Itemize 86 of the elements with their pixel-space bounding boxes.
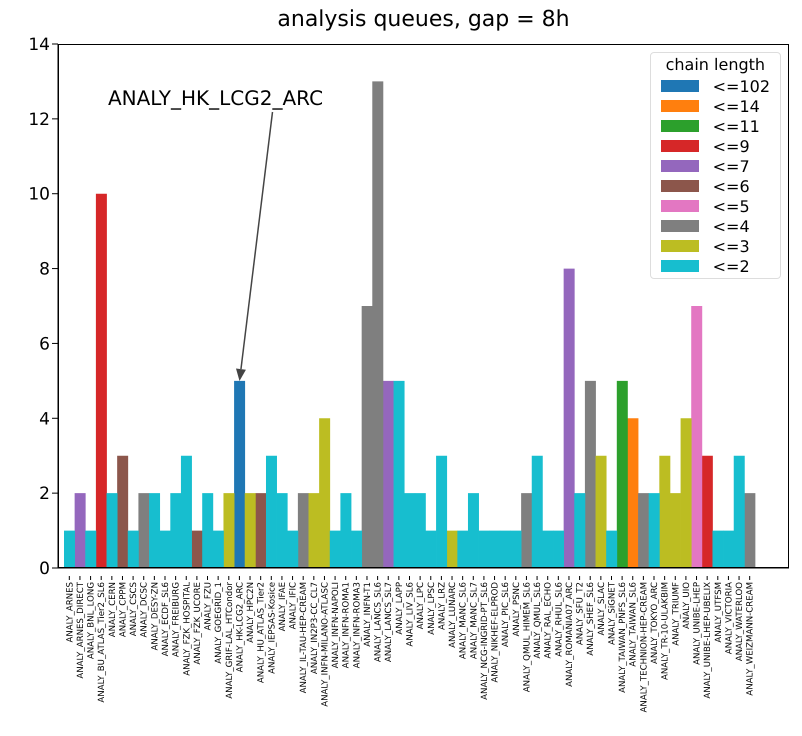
x-tick-label: ANALY_LANCS_SL7 xyxy=(384,582,394,662)
x-tick-label: ANALY_UNIBE-LHEP-UBELIX xyxy=(703,582,714,699)
x-tick-label: ANALY_GOEGRID_1 xyxy=(214,582,224,664)
x-tick-label: ANALY_HK-LCG2_ARC xyxy=(235,582,246,672)
x-tick-label: ANALY_UNIBE-LHEP xyxy=(692,582,703,665)
x-tick-label: ANALY_DCSC xyxy=(140,582,150,638)
x-tick-label: ANALY_BU_ATLAS_Tier2_SL6 xyxy=(97,582,108,703)
x-tick-label: ANALY_FZK_UCORE xyxy=(192,582,203,665)
x-tick-label: ANALY_SiGNET xyxy=(607,581,618,645)
x-tick-label: ANALY_WATERLOO xyxy=(735,582,746,662)
x-tick-label: ANALY_TOKYO_ARC xyxy=(650,582,660,664)
x-tick-label: ANALY_TRIUMF xyxy=(671,582,682,646)
x-tick-label: ANALY_SLAC xyxy=(596,582,607,636)
x-tick-label: ANALY_ECDF_SL6 xyxy=(160,582,171,656)
x-tick-label: ANALY_NCG-INGRID-PT_SL6 xyxy=(480,582,490,700)
x-tick-label: ANALY_WEIZMANN-CREAM xyxy=(746,582,756,696)
x-tick-label: ANALY_IEPSAS-Kosice xyxy=(267,582,278,674)
x-tick-label: ANALY_TAIWAN_SL6 xyxy=(628,582,639,667)
x-tick-label: ANALY_MANC_SL7 xyxy=(469,582,480,660)
x-tick-label: ANALY_UTFSM xyxy=(714,582,724,643)
x-tick-label: ANALY_CSCS xyxy=(129,582,140,636)
x-tick-label: ANALY_UIO xyxy=(682,582,692,629)
x-tick-label: ANALY_IFIC xyxy=(288,582,299,630)
y-tick-label: 2 xyxy=(39,484,50,504)
x-tick-label: ANALY_CPPM xyxy=(118,582,128,638)
x-tick-label: ANALY_LAPP xyxy=(394,582,405,635)
legend-label: <=11 xyxy=(712,116,760,136)
y-tick-label: 6 xyxy=(39,334,50,354)
legend-label: <=2 xyxy=(712,256,750,276)
legend-label: <=3 xyxy=(712,236,750,256)
x-tick-label: ANALY_TR-10-ULAKBIM xyxy=(660,582,671,680)
x-tick-label: ANALY_ROMANIA07_ARC xyxy=(564,582,575,687)
legend-label: <=102 xyxy=(712,76,770,96)
x-tick-label: ANALY_VICTORIA xyxy=(724,582,734,654)
x-tick-label: ANALY_SHEF_SL6 xyxy=(586,582,596,656)
x-tick-label: ANALY_LIV_SL6 xyxy=(406,582,416,647)
x-tick-label: ANALY_MANC_SL6 xyxy=(458,582,469,660)
x-tick-label: ANALY_TECHNION-HEP-CREAM xyxy=(639,582,650,712)
x-tick-label: ANALY_CERN xyxy=(108,582,118,638)
legend-label: <=14 xyxy=(712,96,760,116)
legend-label: <=4 xyxy=(712,216,750,236)
x-tick-label: ANALY_BNL_LONG xyxy=(86,582,97,660)
y-tick-label: 4 xyxy=(39,409,50,430)
x-tick-label: ANALY_FZU xyxy=(204,582,214,630)
legend-label: <=9 xyxy=(712,136,750,156)
x-tick-label: ANALY_ARNES_DIRECT xyxy=(76,581,86,679)
x-tick-label: ANALY_IL-TAU-HEP-CREAM xyxy=(299,582,310,694)
x-tick-label: ANALY_INFN-ROMA3 xyxy=(352,582,362,668)
x-tick-label: ANALY_LPC xyxy=(416,582,426,630)
x-tick-label: ANALY_IN2P3-CC_CL7 xyxy=(310,582,320,674)
y-tick-label: 10 xyxy=(28,184,50,205)
annotation: ANALY_HK_LCG2_ARC xyxy=(108,86,324,110)
x-tick-label: ANALY_NIKHEF-ELPROD xyxy=(490,582,501,683)
x-tick-label: ANALY_TAIWAN_PNFS_SL6 xyxy=(618,582,628,693)
x-tick-label: ANALY_RHUL_SL6 xyxy=(554,582,564,657)
y-tick-label: 12 xyxy=(28,110,50,130)
x-tick-label: ANALY_IFAE xyxy=(278,582,288,632)
legend-label: <=7 xyxy=(712,156,750,176)
x-tick-label: ANALY_RAL_ECHO xyxy=(544,582,554,659)
x-tick-label: ANALY_HPC2N xyxy=(246,582,256,643)
x-tick-label: ANALY_PSNC xyxy=(512,582,522,636)
x-tick-label: ANALY_INFN-ROMA1 xyxy=(342,582,352,668)
legend-label: <=6 xyxy=(712,176,750,196)
x-tick-label: ANALY_PIC_SL6 xyxy=(501,582,512,648)
x-tick-label: ANALY_SFU_T2 xyxy=(576,582,586,646)
x-tick-label: ANALY_INFN-T1 xyxy=(362,582,373,647)
x-tick-label: ANALY_LRZ xyxy=(437,582,448,630)
x-tick-label: ANALY_FZK_HOSPITAL xyxy=(182,582,192,676)
legend-title: chain length xyxy=(664,55,766,74)
legend-label: <=5 xyxy=(712,196,750,216)
x-tick-label: ANALY_GRIF-LAL_HTCondor xyxy=(224,582,235,699)
x-tick-label: ANALY_INFN-NAPOLI xyxy=(331,582,342,668)
x-tick-label: ANALY_FREIBURG xyxy=(172,582,182,658)
x-tick-label: ANALY_INFN-MILANO-ATLASC xyxy=(320,582,330,707)
chart-title: analysis queues, gap = 8h xyxy=(276,7,571,32)
x-tick-label: ANALY_QMUL_SL6 xyxy=(533,582,544,659)
x-tick-label: ANALY_QMUL_HIMEM_SL6 xyxy=(522,582,532,692)
x-tick-label: ANALY_ARNES xyxy=(65,582,76,643)
y-tick-label: 14 xyxy=(28,35,50,56)
x-tick-label: ANALY_LANCS_SL6 xyxy=(374,582,384,662)
x-tick-label: ANALY_DESY-ZN xyxy=(150,582,160,651)
x-tick-label: ANALY_HU_ATLAS_Tier2 xyxy=(256,582,267,684)
x-tick-label: ANALY_LUNARC xyxy=(448,582,458,648)
y-tick-label: 8 xyxy=(39,260,50,280)
y-tick-label: 0 xyxy=(39,559,50,580)
x-tick-label: ANALY_LPSC xyxy=(426,582,437,635)
